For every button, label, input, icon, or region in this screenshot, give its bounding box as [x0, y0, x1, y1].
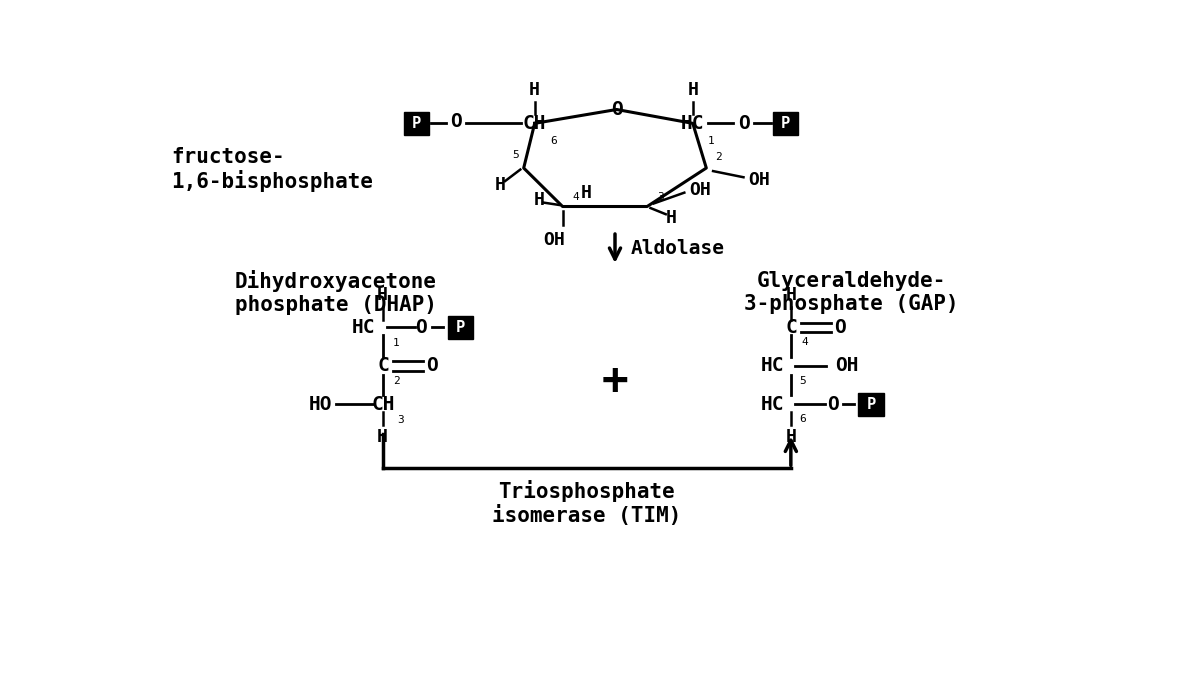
Text: 6: 6 [550, 136, 557, 146]
Text: Aldolase: Aldolase [630, 239, 725, 258]
Text: H: H [494, 176, 505, 194]
Text: OH: OH [544, 231, 565, 249]
Text: H: H [377, 286, 388, 304]
Bar [858, 393, 884, 416]
Text: 4: 4 [802, 338, 808, 348]
Text: 2: 2 [715, 152, 721, 162]
Text: O: O [827, 395, 839, 414]
Text: H: H [665, 209, 677, 227]
Text: HC: HC [353, 318, 376, 337]
Text: H: H [786, 286, 797, 304]
Text: C: C [786, 318, 798, 337]
Text: H: H [786, 427, 797, 446]
Text: 1: 1 [708, 136, 715, 146]
Text: HC: HC [761, 356, 784, 375]
Text: OH: OH [749, 171, 770, 188]
Text: 2: 2 [392, 376, 400, 386]
Text: C: C [378, 356, 389, 375]
Text: fructose-
1,6-bisphosphate: fructose- 1,6-bisphosphate [172, 146, 373, 192]
Text: P: P [781, 116, 791, 131]
Text: OH: OH [689, 181, 712, 198]
Text: P: P [866, 397, 876, 412]
Text: 6: 6 [799, 414, 806, 425]
Text: HC: HC [682, 114, 704, 133]
Bar [773, 112, 798, 135]
Text: H: H [581, 184, 592, 202]
Text: Dihydroxyacetone
phosphate (DHAP): Dihydroxyacetone phosphate (DHAP) [235, 270, 437, 315]
Text: CH: CH [372, 395, 395, 414]
Text: O: O [415, 318, 427, 337]
Text: 4: 4 [572, 192, 580, 202]
Text: CH: CH [523, 114, 546, 133]
Text: O: O [426, 356, 438, 375]
Bar [403, 112, 430, 135]
Text: O: O [611, 100, 623, 119]
Text: +: + [601, 360, 629, 403]
Text: O: O [738, 114, 749, 133]
Text: O: O [450, 112, 462, 132]
Text: Triosphosphate
isomerase (TIM): Triosphosphate isomerase (TIM) [492, 480, 682, 526]
Text: H: H [534, 191, 545, 209]
Text: 3: 3 [658, 192, 664, 202]
Text: 5: 5 [512, 151, 520, 160]
Text: H: H [529, 81, 540, 99]
Text: 3: 3 [397, 415, 404, 425]
Text: H: H [377, 427, 388, 446]
Text: 1: 1 [392, 338, 400, 348]
Text: P: P [412, 116, 421, 131]
Text: OH: OH [835, 356, 858, 375]
Text: Glyceraldehyde-
3-phosphate (GAP): Glyceraldehyde- 3-phosphate (GAP) [744, 271, 959, 315]
Text: H: H [688, 81, 698, 99]
Text: HO: HO [308, 395, 331, 414]
Text: O: O [834, 318, 846, 337]
Text: P: P [456, 320, 464, 335]
Text: HC: HC [761, 395, 784, 414]
Text: 5: 5 [799, 376, 806, 386]
Bar [448, 316, 473, 339]
